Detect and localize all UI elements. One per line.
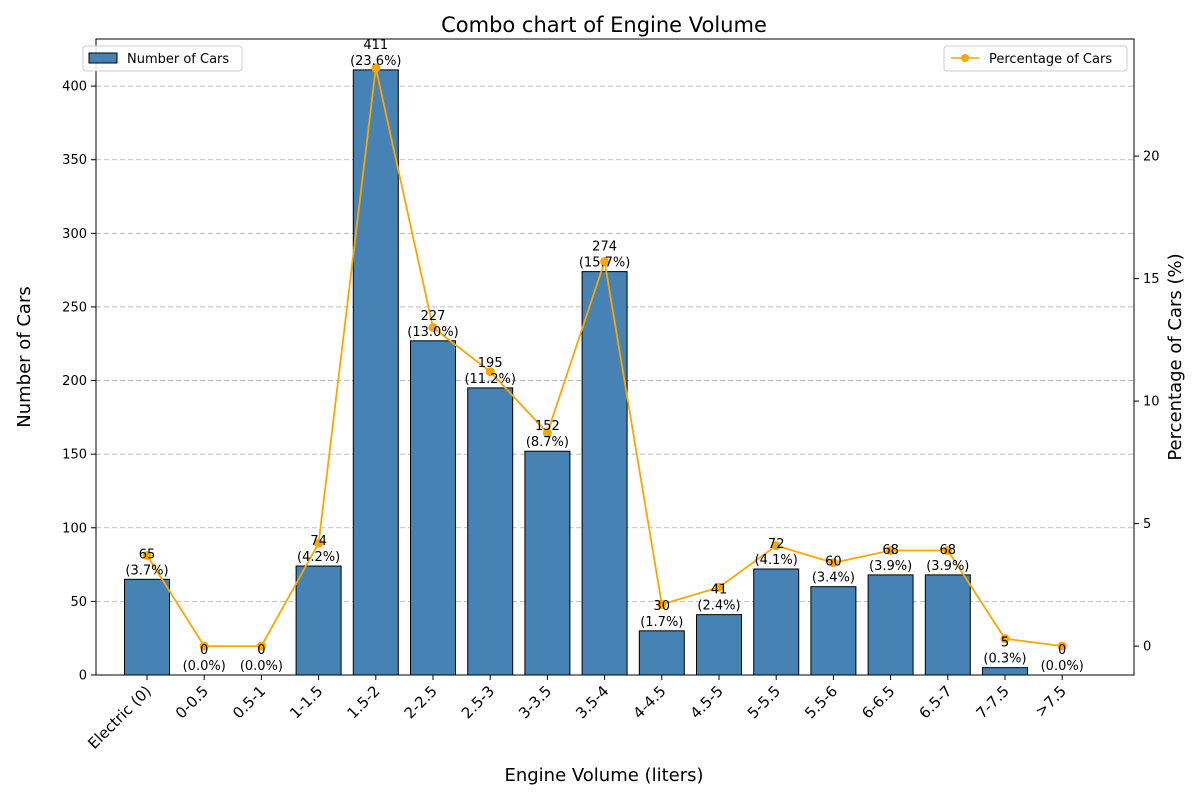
- bar-percent-label: (3.9%): [926, 559, 969, 574]
- bar-percent-label: (0.0%): [1041, 659, 1084, 674]
- chart-title: Combo chart of Engine Volume: [441, 13, 767, 37]
- legend-line-marker: [961, 54, 969, 62]
- legend-left-box: [82, 45, 243, 72]
- bar-value-label: 74: [310, 534, 327, 549]
- bar-value-label: 60: [825, 555, 842, 570]
- line-point: [886, 546, 896, 556]
- legend-right-box: [943, 45, 1128, 72]
- bar-series: [124, 69, 1028, 676]
- y-axis-right-title: Percentage of Cars (%): [1165, 253, 1186, 460]
- left-axis-ticks: 0 50 100 150 200 250 300 350 400: [62, 80, 96, 684]
- line-point: [1057, 641, 1067, 651]
- bar-value-label: 0: [257, 643, 265, 658]
- line-point: [542, 428, 552, 438]
- bar-value-label: 30: [654, 599, 671, 614]
- bar-value-label: 41: [711, 583, 728, 598]
- bar: [982, 667, 1028, 676]
- y-right-tick-label: 20: [1143, 150, 1160, 165]
- bar: [524, 450, 571, 676]
- legend-bar-label: Number of Cars: [127, 52, 229, 67]
- y-left-tick-label: 350: [62, 153, 87, 168]
- line-point: [714, 582, 724, 592]
- line-point: [485, 367, 495, 377]
- plot-frame: [95, 38, 1135, 676]
- bar-value-label: 5: [1001, 636, 1009, 651]
- right-axis-ticks: 0 5 10 15 20: [1134, 150, 1160, 655]
- bar: [638, 630, 685, 676]
- bar-value-label: 0: [1058, 643, 1066, 658]
- bar-value-label: 195: [478, 356, 503, 371]
- legend-bar-swatch: [88, 52, 118, 64]
- y-left-tick-label: 150: [62, 448, 87, 463]
- bar-value-label: 65: [139, 547, 156, 562]
- bar-percent-label: (11.2%): [464, 372, 515, 387]
- bar-value-label: 0: [200, 643, 208, 658]
- bar-value-label: 274: [592, 240, 617, 255]
- bar-percent-label: (3.4%): [812, 571, 855, 586]
- bar: [696, 614, 742, 676]
- bar-value-label: 72: [768, 537, 785, 552]
- line-point: [771, 541, 781, 551]
- y-axis-left-title: Number of Cars: [14, 286, 35, 427]
- legend-left: Number of Cars: [82, 45, 243, 72]
- bar: [867, 574, 914, 676]
- y-right-tick-label: 10: [1143, 395, 1160, 410]
- bar: [295, 565, 342, 676]
- line-point: [314, 538, 324, 548]
- bar: [352, 69, 399, 676]
- line-point: [142, 550, 152, 560]
- line-point: [371, 63, 381, 73]
- line-point: [199, 641, 209, 651]
- bar: [924, 574, 971, 676]
- bar-value-label: 68: [940, 543, 957, 558]
- bar-percent-label: (4.2%): [297, 550, 340, 565]
- bar-percent-label: (8.7%): [526, 435, 569, 450]
- legend-line-label: Percentage of Cars: [989, 52, 1112, 67]
- bar-value-label: 411: [363, 38, 388, 53]
- y-right-tick-label: 15: [1143, 272, 1160, 287]
- bar: [753, 568, 800, 676]
- bar-percent-label: (4.1%): [755, 553, 798, 568]
- line-series: [142, 63, 1067, 651]
- line-point: [600, 256, 610, 266]
- line-point: [657, 599, 667, 609]
- data-labels: 65(3.7%)0(0.0%)0(0.0%)74(4.2%)411(23.6%)…: [125, 38, 1083, 674]
- bar-percent-label: (3.9%): [869, 559, 912, 574]
- y-left-tick-label: 0: [79, 669, 87, 684]
- legend-right: Percentage of Cars: [943, 45, 1128, 72]
- bar: [581, 271, 628, 676]
- bar-percent-label: (3.7%): [125, 563, 168, 578]
- bar: [810, 586, 857, 676]
- bar-percent-label: (1.7%): [640, 615, 683, 630]
- x-axis-title: Engine Volume (liters): [504, 765, 703, 786]
- bar-percent-label: (0.3%): [983, 652, 1026, 667]
- y-right-tick-label: 5: [1143, 517, 1151, 532]
- line-point: [1000, 634, 1010, 644]
- bar-value-label: 227: [421, 309, 446, 324]
- bar-percent-label: (0.0%): [240, 659, 283, 674]
- bar-percent-label: (0.0%): [183, 659, 226, 674]
- bar-percent-label: (23.6%): [350, 54, 401, 69]
- y-left-tick-label: 400: [62, 80, 87, 95]
- bar-percent-label: (15.7%): [579, 256, 630, 271]
- y-left-tick-label: 200: [62, 374, 87, 389]
- bar-percent-label: (13.0%): [407, 325, 458, 340]
- y-left-tick-label: 100: [62, 521, 87, 536]
- bar: [410, 340, 456, 676]
- bar-value-label: 68: [882, 543, 899, 558]
- y-left-tick-label: 50: [70, 595, 87, 610]
- bar: [124, 578, 170, 676]
- line-point: [943, 546, 953, 556]
- y-left-tick-label: 250: [62, 300, 87, 315]
- bar: [467, 387, 514, 676]
- line-point: [428, 323, 438, 333]
- y-left-tick-label: 300: [62, 227, 87, 242]
- line-point: [828, 558, 838, 568]
- bar-value-label: 152: [535, 419, 560, 434]
- grid-lines: [96, 85, 1134, 602]
- y-right-tick-label: 0: [1143, 640, 1151, 655]
- line-point: [256, 641, 266, 651]
- bar-percent-label: (2.4%): [697, 599, 740, 614]
